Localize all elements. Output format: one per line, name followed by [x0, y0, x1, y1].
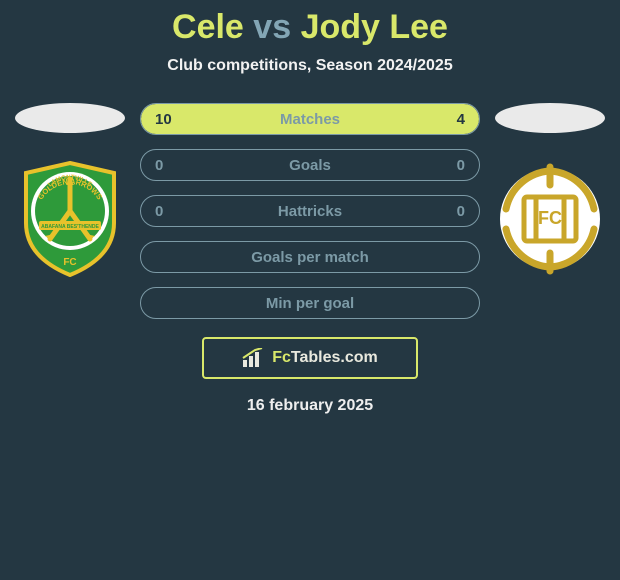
team-right-logo: FC	[500, 161, 600, 282]
right-column: FC	[490, 103, 610, 282]
stat-bar: Min per goal	[140, 287, 480, 319]
comparison-row: LAMONTVILLE GOLDEN ARROWS ABAFANA BES'TH…	[0, 103, 620, 319]
player-left-photo-placeholder	[15, 103, 125, 133]
player-right-name: Jody Lee	[301, 8, 448, 46]
title-vs: vs	[253, 8, 291, 46]
svg-text:FC: FC	[538, 208, 562, 228]
player-right-photo-placeholder	[495, 103, 605, 133]
left-column: LAMONTVILLE GOLDEN ARROWS ABAFANA BES'TH…	[10, 103, 130, 282]
stat-bar: Goals0 0	[140, 149, 480, 181]
cape-town-city-crest-icon: FC	[500, 161, 600, 277]
svg-text:ABAFANA BES'THENDE: ABAFANA BES'THENDE	[41, 224, 99, 230]
player-left-name: Cele	[172, 8, 244, 46]
stat-value-right: 0	[457, 157, 465, 174]
stat-label: Hattricks	[141, 203, 479, 220]
subtitle: Club competitions, Season 2024/2025	[167, 57, 452, 75]
stat-value-left: 0	[155, 203, 163, 220]
stat-value-left: 10	[155, 111, 172, 128]
stat-bar: Matches10 4	[140, 103, 480, 135]
brand-box: FcTables.com	[202, 337, 418, 379]
bar-chart-icon	[242, 348, 266, 368]
golden-arrows-crest-icon: LAMONTVILLE GOLDEN ARROWS ABAFANA BES'TH…	[20, 161, 120, 277]
brand-suffix: Tables.com	[291, 349, 378, 366]
stat-bar: Goals per match	[140, 241, 480, 273]
brand-text: FcTables.com	[272, 349, 378, 367]
date-text: 16 february 2025	[247, 397, 373, 415]
stat-bar: Hattricks0 0	[140, 195, 480, 227]
stats-column: Matches104Goals00Hattricks00Goals per ma…	[140, 103, 480, 319]
stat-value-left: 0	[155, 157, 163, 174]
brand-prefix: Fc	[272, 349, 291, 366]
stat-label: Goals	[141, 157, 479, 174]
stat-label: Matches	[141, 111, 479, 128]
svg-text:FC: FC	[63, 257, 76, 268]
stat-label: Min per goal	[141, 295, 479, 312]
team-left-logo: LAMONTVILLE GOLDEN ARROWS ABAFANA BES'TH…	[20, 161, 120, 282]
stat-value-right: 0	[457, 203, 465, 220]
page-title: Cele vs Jody Lee	[172, 8, 448, 47]
stat-value-right: 4	[457, 111, 465, 128]
stat-label: Goals per match	[141, 249, 479, 266]
